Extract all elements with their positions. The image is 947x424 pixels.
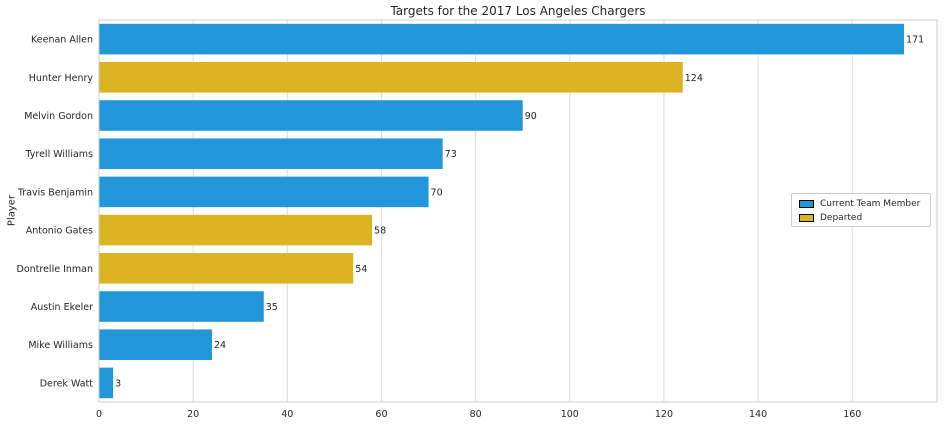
bar-value-label: 35 <box>266 302 278 313</box>
bar <box>99 138 443 169</box>
bar-value-label: 70 <box>431 187 443 198</box>
bar <box>99 367 114 399</box>
bar-value-label: 54 <box>355 264 367 275</box>
x-tick-label: 160 <box>843 409 861 420</box>
y-tick-label: Mike Williams <box>28 340 93 351</box>
bar <box>99 291 264 322</box>
y-tick-label: Dontrelle Inman <box>17 264 93 275</box>
bar-value-label: 73 <box>445 149 457 160</box>
x-tick-label: 100 <box>561 409 579 420</box>
legend-item-departed: Departed <box>799 212 862 224</box>
legend-swatch-current <box>799 200 814 208</box>
y-tick-label: Keenan Allen <box>31 35 93 46</box>
legend: Current Team Member Departed <box>791 193 931 227</box>
bar-value-label: 171 <box>906 35 924 46</box>
x-tick-label: 0 <box>96 409 102 420</box>
x-tick-label: 60 <box>375 409 387 420</box>
y-tick-label: Austin Ekeler <box>31 302 93 313</box>
legend-swatch-departed <box>799 214 814 222</box>
bar <box>99 23 905 55</box>
bar <box>99 214 373 246</box>
bar <box>99 100 523 131</box>
x-tick-label: 40 <box>281 409 293 420</box>
y-tick-label: Tyrell Williams <box>24 149 93 160</box>
x-tick-label: 140 <box>749 409 767 420</box>
y-tick-label: Hunter Henry <box>29 73 94 84</box>
y-tick-label: Travis Benjamin <box>17 187 93 198</box>
plot-frame <box>98 19 938 403</box>
bar <box>99 62 683 93</box>
legend-label-departed: Departed <box>820 213 863 223</box>
bar-value-label: 3 <box>115 378 121 389</box>
y-tick-label: Melvin Gordon <box>24 111 93 122</box>
x-tick-label: 80 <box>470 409 482 420</box>
chart-title: Targets for the 2017 Los Angeles Charger… <box>390 4 646 18</box>
bar <box>99 176 429 208</box>
x-tick-label: 20 <box>187 409 199 420</box>
bar-value-label: 24 <box>214 340 226 351</box>
y-tick-label: Derek Watt <box>40 378 94 389</box>
legend-label-current: Current Team Member <box>820 199 921 209</box>
bar-value-label: 58 <box>374 226 386 237</box>
legend-item-current: Current Team Member <box>799 198 920 210</box>
bar-value-label: 124 <box>685 73 703 84</box>
bar <box>99 253 354 284</box>
y-tick-label: Antonio Gates <box>26 226 93 237</box>
bar-value-label: 90 <box>525 111 537 122</box>
bar <box>99 329 212 360</box>
x-tick-label: 120 <box>655 409 673 420</box>
